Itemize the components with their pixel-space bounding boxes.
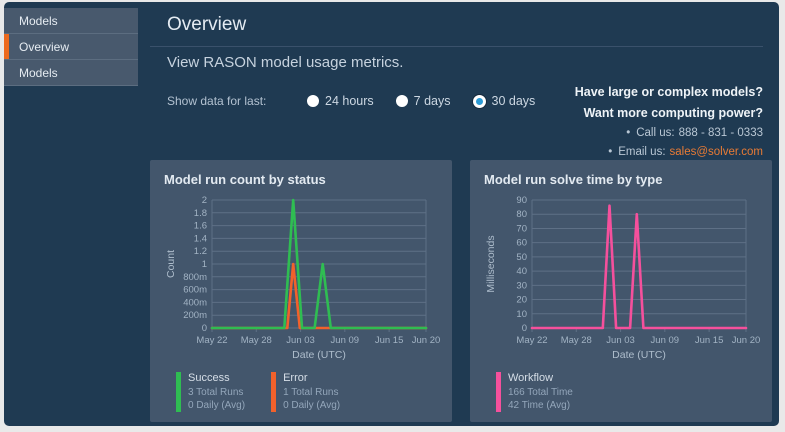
radio-selected-icon[interactable] bbox=[472, 94, 486, 108]
radio-option-30-days[interactable]: 30 days bbox=[472, 94, 536, 108]
svg-text:80: 80 bbox=[516, 209, 527, 220]
series-line-workflow bbox=[530, 204, 748, 330]
svg-text:May 22: May 22 bbox=[516, 335, 547, 346]
radio-group: 24 hours 7 days 30 days bbox=[307, 94, 535, 108]
series-line-success bbox=[210, 198, 428, 330]
bullet-icon: • bbox=[626, 127, 631, 139]
svg-text:10: 10 bbox=[516, 309, 527, 320]
svg-text:200m: 200m bbox=[183, 310, 207, 321]
chart-legend: Workflow 166 Total Time 42 Time (Avg) bbox=[496, 372, 762, 412]
email-us-label: Email us: bbox=[618, 146, 666, 158]
svg-text:Jun 09: Jun 09 bbox=[651, 335, 680, 346]
svg-text:70: 70 bbox=[516, 223, 527, 234]
svg-text:600m: 600m bbox=[183, 285, 207, 296]
svg-text:Count: Count bbox=[165, 250, 177, 278]
legend-total: 166 Total Time bbox=[508, 387, 573, 398]
svg-text:90: 90 bbox=[516, 195, 527, 206]
sidebar-item-overview[interactable]: Overview bbox=[4, 34, 138, 60]
chart-title: Model run count by status bbox=[164, 172, 326, 187]
svg-text:1.2: 1.2 bbox=[194, 246, 207, 257]
bullet-icon: • bbox=[608, 146, 613, 158]
svg-text:May 28: May 28 bbox=[561, 335, 592, 346]
svg-text:2: 2 bbox=[202, 195, 207, 206]
legend-total: 3 Total Runs bbox=[188, 387, 244, 398]
svg-text:Jun 15: Jun 15 bbox=[695, 335, 724, 346]
sidebar-item-label: Models bbox=[19, 14, 58, 28]
radio-icon[interactable] bbox=[307, 95, 319, 107]
chart-panel-1: Model run solve time by type 90 80 70 60 50 40… bbox=[470, 160, 772, 422]
svg-text:Jun 03: Jun 03 bbox=[286, 335, 315, 346]
promo-email-line: • Email us: sales@solver.com bbox=[575, 143, 763, 162]
svg-text:40: 40 bbox=[516, 266, 527, 277]
svg-text:Jun 20: Jun 20 bbox=[732, 335, 760, 346]
chart-panel-0: Model run count by status 2 1.8 1.6 1.4 1.2 1 8… bbox=[150, 160, 452, 422]
promo-call-line: • Call us: 888 - 831 - 0333 bbox=[575, 124, 763, 143]
page-title: Overview bbox=[167, 14, 247, 35]
radio-option-label: 24 hours bbox=[325, 94, 374, 108]
filter-label: Show data for last: bbox=[167, 94, 267, 108]
radio-option-24-hours[interactable]: 24 hours bbox=[307, 94, 374, 108]
legend-color-bar bbox=[271, 372, 277, 412]
svg-text:Jun 03: Jun 03 bbox=[606, 335, 635, 346]
svg-text:Date (UTC): Date (UTC) bbox=[612, 349, 666, 361]
chart-legend: Success 3 Total Runs 0 Daily (Avg) Error 1 T… bbox=[176, 372, 442, 412]
radio-option-7-days[interactable]: 7 days bbox=[395, 94, 451, 108]
sidebar-item-label: Models bbox=[19, 66, 58, 80]
svg-text:20: 20 bbox=[516, 295, 527, 306]
svg-text:800m: 800m bbox=[183, 272, 207, 283]
legend-color-bar bbox=[176, 372, 181, 412]
radio-option-label: 7 days bbox=[413, 94, 451, 108]
svg-text:Date (UTC): Date (UTC) bbox=[292, 349, 346, 361]
svg-text:1.8: 1.8 bbox=[194, 208, 207, 219]
page-subtitle: View RASON model usage metrics. bbox=[167, 54, 404, 71]
svg-text:Jun 15: Jun 15 bbox=[375, 335, 404, 346]
svg-text:1.6: 1.6 bbox=[194, 221, 207, 232]
charts-row: Model run count by status 2 1.8 1.6 1.4 1.2 1 8… bbox=[150, 160, 772, 422]
email-link[interactable]: sales@solver.com bbox=[669, 146, 763, 158]
promo-heading-2: Want more computing power? bbox=[583, 106, 763, 120]
header-divider bbox=[150, 46, 763, 47]
legend-average: 42 Time (Avg) bbox=[508, 400, 571, 411]
legend-total: 1 Total Runs bbox=[283, 387, 339, 398]
legend-series-name: Success bbox=[188, 372, 230, 384]
active-accent-bar bbox=[4, 34, 9, 59]
legend-item-workflow: Workflow 166 Total Time 42 Time (Avg) bbox=[496, 372, 573, 412]
legend-item-success: Success 3 Total Runs 0 Daily (Avg) bbox=[176, 372, 245, 412]
svg-text:1.4: 1.4 bbox=[194, 233, 207, 244]
promo-block: Have large or complex models? Want more … bbox=[575, 82, 763, 162]
legend-series-name: Error bbox=[283, 372, 308, 384]
filter-row: Show data for last: 24 hours 7 days 30 day… bbox=[167, 94, 535, 108]
legend-color-bar bbox=[496, 372, 501, 412]
svg-text:Jun 20: Jun 20 bbox=[412, 335, 440, 346]
call-us-label: Call us: bbox=[636, 127, 675, 139]
legend-average: 0 Daily (Avg) bbox=[283, 400, 341, 411]
sidebar-item-label: Overview bbox=[19, 40, 70, 54]
chart-title: Model run solve time by type bbox=[484, 172, 663, 187]
svg-text:0: 0 bbox=[202, 323, 207, 334]
app-window: Models Overview Models Overview View RASON… bbox=[4, 2, 779, 426]
sidebar-item-models-2[interactable]: Models bbox=[4, 60, 138, 86]
svg-text:Jun 09: Jun 09 bbox=[331, 335, 360, 346]
svg-text:60: 60 bbox=[516, 238, 527, 249]
svg-text:Milliseconds: Milliseconds bbox=[485, 235, 497, 292]
svg-text:30: 30 bbox=[516, 280, 527, 291]
svg-text:400m: 400m bbox=[183, 297, 207, 308]
svg-text:May 28: May 28 bbox=[241, 335, 272, 346]
svg-text:0: 0 bbox=[522, 323, 527, 334]
radio-icon[interactable] bbox=[395, 95, 408, 107]
legend-item-error: Error 1 Total Runs 0 Daily (Avg) bbox=[271, 372, 340, 412]
phone-number: 888 - 831 - 0333 bbox=[678, 127, 763, 139]
svg-text:May 22: May 22 bbox=[196, 335, 227, 346]
radio-option-label: 30 days bbox=[491, 94, 536, 108]
svg-text:1: 1 bbox=[202, 259, 207, 270]
legend-series-name: Workflow bbox=[508, 372, 554, 384]
sidebar-item-models[interactable]: Models bbox=[4, 8, 138, 34]
promo-heading-1: Have large or complex models? bbox=[574, 85, 763, 99]
svg-text:50: 50 bbox=[516, 252, 527, 263]
legend-average: 0 Daily (Avg) bbox=[188, 400, 246, 411]
sidebar: Models Overview Models bbox=[4, 8, 138, 86]
